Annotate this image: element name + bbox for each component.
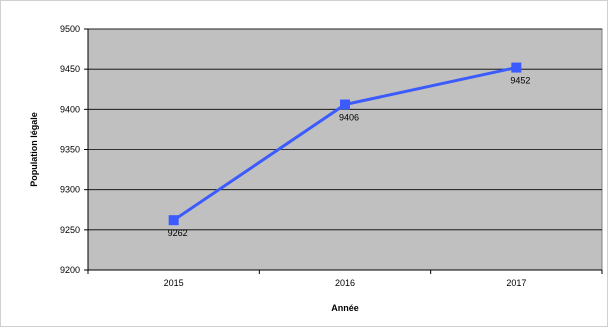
y-tick-label: 9250: [60, 225, 80, 235]
data-point-marker: [340, 99, 350, 110]
data-point-marker: [511, 62, 522, 73]
data-label: 9452: [510, 76, 530, 86]
y-tick-label: 9450: [60, 64, 80, 74]
y-tick-label: 9300: [60, 185, 80, 195]
series: [168, 62, 522, 226]
axes: [84, 28, 603, 274]
data-point-marker: [168, 215, 179, 226]
labels: 9200 9250 9300 9350 9400 9450 9500 2015 2016 2017…: [60, 24, 530, 288]
x-axis-title: Année: [331, 303, 359, 313]
y-tick-label: 9350: [60, 145, 80, 155]
y-tick-label: 9400: [60, 104, 80, 114]
data-label: 9406: [339, 113, 359, 123]
data-label: 9262: [168, 228, 188, 238]
x-tick-label: 2016: [335, 278, 355, 288]
y-tick-label: 9500: [60, 24, 80, 34]
y-tick-label: 9200: [60, 265, 80, 275]
y-axis-title: Population légale: [29, 112, 39, 187]
x-tick-label: 2017: [506, 278, 526, 288]
x-tick-label: 2015: [164, 278, 184, 288]
